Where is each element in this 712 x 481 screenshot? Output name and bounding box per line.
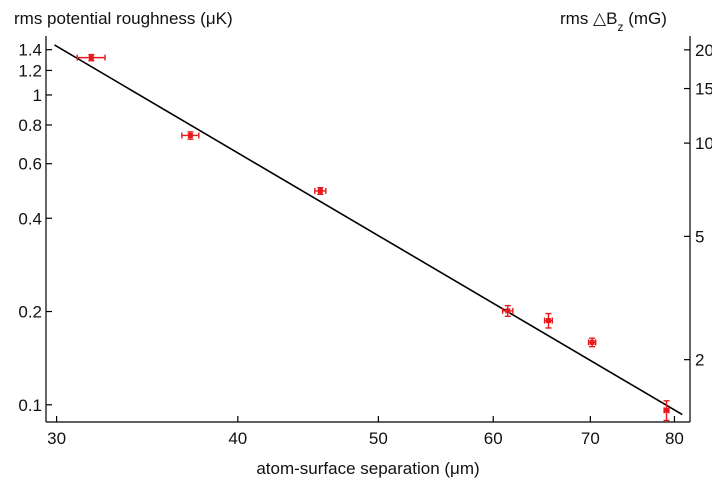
y-tick-label-left: 1.4 (18, 41, 42, 60)
y-tick-label-left: 0.8 (18, 116, 42, 135)
fit-line (54, 44, 683, 416)
x-tick-label: 70 (581, 429, 600, 448)
data-point (76, 53, 106, 62)
data-point (543, 312, 554, 329)
data-point (587, 337, 597, 348)
y-tick-label-right: 15 (695, 80, 712, 99)
y-tick-label-left: 1 (33, 86, 42, 105)
x-tick-label: 50 (369, 429, 388, 448)
y-axis-label-right-sub: z (617, 20, 623, 34)
point-marker (505, 308, 511, 314)
y-tick-label-left: 0.4 (18, 209, 42, 228)
point-marker (187, 132, 193, 138)
y-tick-label-right: 5 (695, 227, 704, 246)
point-marker (317, 188, 323, 194)
y-tick-label-left: 1.2 (18, 61, 42, 80)
y-tick-label-right: 20 (695, 41, 712, 60)
y-tick-label-left: 0.2 (18, 303, 42, 322)
point-marker (545, 318, 551, 324)
point-marker (664, 407, 670, 413)
x-tick-label: 80 (665, 429, 684, 448)
point-marker (589, 339, 595, 345)
y-axis-label-right-unit: (mG) (623, 9, 666, 28)
y-tick-label-left: 0.1 (18, 396, 42, 415)
y-axis-label-left: rms potential roughness (μK) (14, 9, 233, 28)
x-tick-label: 60 (484, 429, 503, 448)
x-tick-label: 30 (47, 429, 66, 448)
y-axis-label-right-main: rms △B (560, 9, 617, 28)
y-tick-label-right: 10 (695, 134, 712, 153)
data-point (663, 400, 670, 422)
y-tick-label-left: 0.6 (18, 155, 42, 174)
y-tick-label-right: 2 (695, 351, 704, 370)
plot-area: 30 40 50 60 70 80 0.1 0.2 0.4 0.6 0.8 1 1.21.4 2 5 10 15… (18, 36, 712, 448)
point-marker (88, 55, 94, 61)
x-tick-label: 40 (228, 429, 247, 448)
data-point (181, 131, 200, 140)
y-axis-label-right: rms △Bz (mG) (560, 9, 667, 34)
x-axis-label: atom-surface separation (μm) (256, 459, 479, 478)
data-point (501, 304, 514, 318)
data-point (314, 187, 327, 195)
